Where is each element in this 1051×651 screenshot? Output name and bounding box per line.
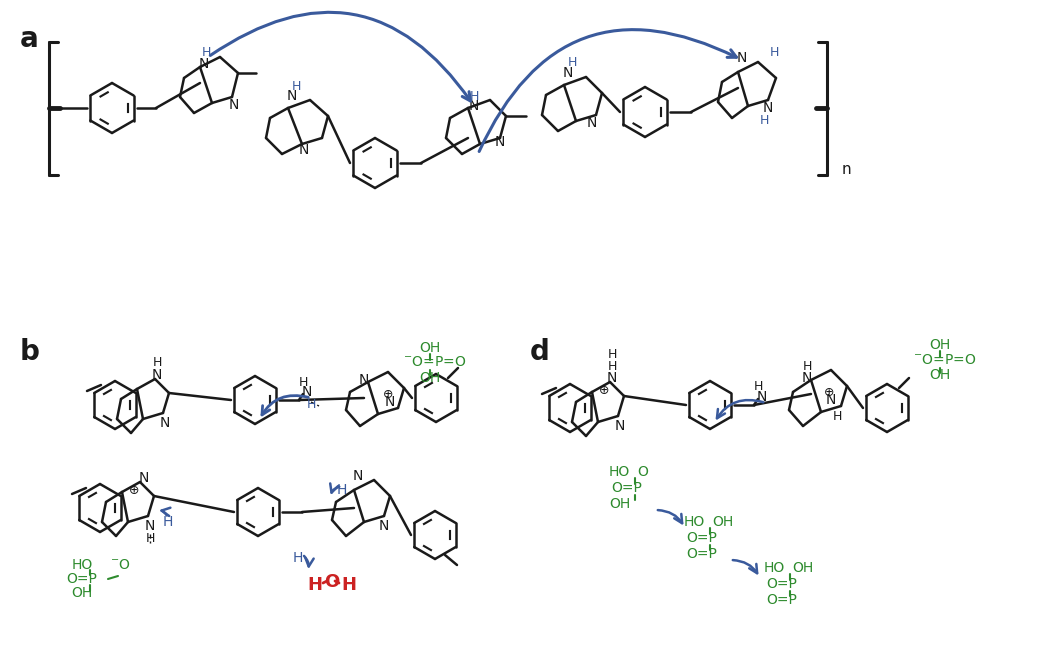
Text: H: H <box>163 515 173 529</box>
Text: ⊕: ⊕ <box>599 383 610 396</box>
Text: d: d <box>530 338 550 366</box>
Text: H: H <box>145 531 154 544</box>
Text: H: H <box>607 359 617 372</box>
Text: ⊕: ⊕ <box>824 385 834 398</box>
Text: H: H <box>759 113 768 126</box>
Text: O=P: O=P <box>766 577 798 591</box>
Text: N: N <box>302 385 312 399</box>
Text: b: b <box>20 338 40 366</box>
Text: $^{-}$O=P=O: $^{-}$O=P=O <box>403 355 467 369</box>
Text: H: H <box>832 409 842 422</box>
Text: $^{-}$O: $^{-}$O <box>110 558 130 572</box>
Text: N: N <box>563 66 573 80</box>
Text: O: O <box>325 573 339 591</box>
Text: H: H <box>298 376 308 389</box>
Text: N: N <box>385 395 395 409</box>
Text: H: H <box>202 46 210 59</box>
Text: N: N <box>737 51 747 65</box>
Text: N: N <box>229 98 240 112</box>
Text: N: N <box>757 390 767 404</box>
Text: N: N <box>160 416 170 430</box>
Text: N: N <box>763 101 774 115</box>
Text: N: N <box>358 373 369 387</box>
Text: H: H <box>152 357 162 370</box>
Text: N: N <box>606 371 617 385</box>
Text: N: N <box>199 57 209 71</box>
Text: H: H <box>308 576 323 594</box>
Text: H: H <box>769 46 779 59</box>
Text: $^{-}$O=P=O: $^{-}$O=P=O <box>913 353 976 367</box>
Text: N: N <box>151 368 162 382</box>
Text: N: N <box>139 471 149 485</box>
Text: HO: HO <box>71 558 92 572</box>
Text: H: H <box>336 483 347 497</box>
Text: O=P: O=P <box>66 572 98 586</box>
Text: O=P: O=P <box>766 593 798 607</box>
Text: OH: OH <box>71 586 92 600</box>
Text: N: N <box>378 519 389 533</box>
Text: O=P: O=P <box>686 531 718 545</box>
Text: N: N <box>495 135 506 149</box>
Text: a: a <box>20 25 39 53</box>
Text: O=P: O=P <box>612 481 642 495</box>
Text: OH: OH <box>712 515 734 529</box>
Text: N: N <box>287 89 297 103</box>
Text: OH: OH <box>929 368 950 382</box>
Text: N: N <box>145 519 156 533</box>
Text: H: H <box>306 398 315 411</box>
Text: N: N <box>802 371 812 385</box>
Text: N: N <box>298 143 309 157</box>
Text: H: H <box>291 79 301 92</box>
Text: N: N <box>469 99 479 113</box>
Text: HO: HO <box>764 561 785 575</box>
Text: HO: HO <box>609 465 630 479</box>
Text: OH: OH <box>419 341 440 355</box>
Text: O: O <box>637 465 647 479</box>
Text: H: H <box>568 57 577 70</box>
Text: N: N <box>586 116 597 130</box>
Text: OH: OH <box>929 338 950 352</box>
Text: H: H <box>470 89 478 102</box>
Text: N: N <box>353 469 364 483</box>
Text: OH: OH <box>792 561 813 575</box>
Text: ⊕: ⊕ <box>129 484 139 497</box>
Text: H: H <box>293 551 303 565</box>
Text: OH: OH <box>419 371 440 385</box>
Text: H: H <box>754 380 763 393</box>
Text: OH: OH <box>609 497 630 511</box>
Text: n: n <box>842 163 851 178</box>
Text: H: H <box>342 576 356 594</box>
Text: O=P: O=P <box>686 547 718 561</box>
Text: HO: HO <box>684 515 705 529</box>
Text: H: H <box>607 348 617 361</box>
Text: ⊕: ⊕ <box>383 387 393 400</box>
Text: N: N <box>615 419 625 433</box>
Text: N: N <box>826 393 837 407</box>
Text: H: H <box>802 359 811 372</box>
